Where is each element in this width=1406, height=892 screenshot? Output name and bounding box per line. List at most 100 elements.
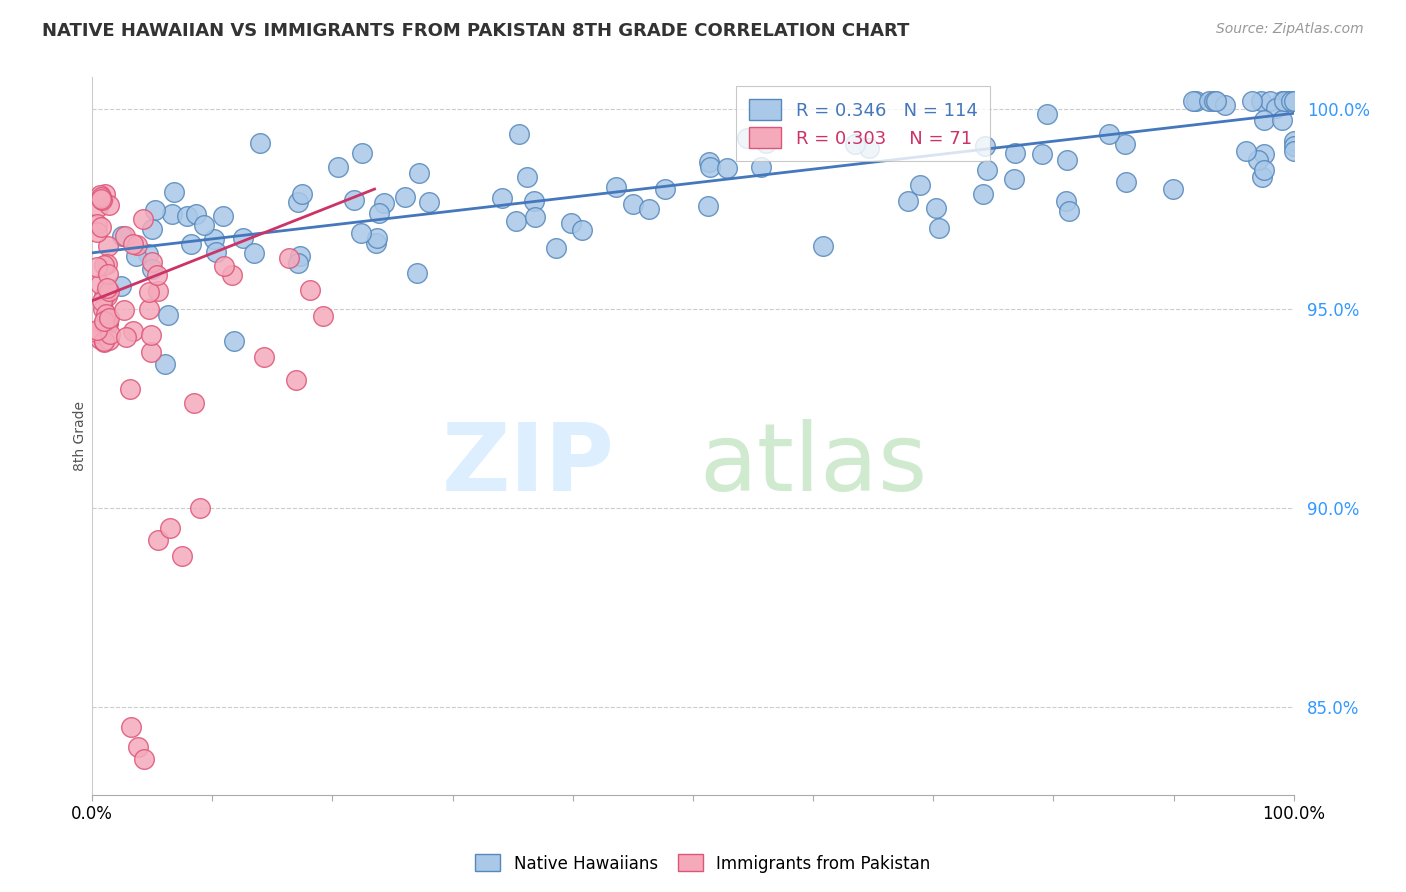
Point xyxy=(908,178,931,192)
Point xyxy=(84,325,107,339)
Point xyxy=(1240,95,1263,109)
Point xyxy=(735,131,758,145)
Point xyxy=(716,161,738,175)
Point xyxy=(523,194,546,208)
Point xyxy=(120,720,142,734)
Point xyxy=(1163,182,1185,196)
Point xyxy=(141,262,163,277)
Point xyxy=(90,219,112,234)
Point xyxy=(172,549,194,563)
Point xyxy=(98,326,121,341)
Point xyxy=(1004,146,1026,161)
Point xyxy=(136,247,159,261)
Point xyxy=(148,284,170,298)
Point xyxy=(89,332,111,346)
Point xyxy=(1115,175,1137,189)
Point xyxy=(180,236,202,251)
Point xyxy=(364,235,387,250)
Point xyxy=(114,228,136,243)
Point xyxy=(205,245,228,260)
Point xyxy=(163,185,186,199)
Point xyxy=(120,382,142,396)
Point xyxy=(148,533,170,547)
Point xyxy=(350,226,373,240)
Point xyxy=(1181,95,1204,109)
Point xyxy=(188,501,211,516)
Point xyxy=(132,752,155,766)
Point xyxy=(93,258,115,272)
Point xyxy=(111,229,134,244)
Point xyxy=(696,199,718,213)
Point xyxy=(1282,144,1305,158)
Point xyxy=(491,191,513,205)
Point xyxy=(1213,98,1236,112)
Point xyxy=(1056,153,1078,168)
Point xyxy=(373,196,395,211)
Point xyxy=(96,281,118,295)
Point xyxy=(755,136,778,151)
Point xyxy=(212,209,235,223)
Point xyxy=(1258,95,1281,109)
Point xyxy=(193,218,215,232)
Point xyxy=(97,316,120,330)
Point xyxy=(146,268,169,283)
Point xyxy=(1253,146,1275,161)
Point xyxy=(157,308,180,322)
Point xyxy=(98,311,121,326)
Point xyxy=(974,138,997,153)
Point xyxy=(605,179,627,194)
Point xyxy=(91,193,114,207)
Point xyxy=(91,302,114,317)
Point xyxy=(93,314,115,328)
Point xyxy=(1054,194,1077,208)
Point xyxy=(141,222,163,236)
Point xyxy=(811,239,834,253)
Point xyxy=(112,303,135,318)
Point xyxy=(222,334,245,348)
Point xyxy=(122,324,145,338)
Point xyxy=(621,197,644,211)
Legend: R = 0.346   N = 114, R = 0.303    N = 71: R = 0.346 N = 114, R = 0.303 N = 71 xyxy=(737,87,990,161)
Point xyxy=(141,327,163,342)
Point xyxy=(368,206,391,220)
Point xyxy=(897,194,920,208)
Point xyxy=(122,237,145,252)
Point xyxy=(405,266,427,280)
Point xyxy=(928,220,950,235)
Point xyxy=(87,200,110,214)
Point xyxy=(278,251,301,265)
Point xyxy=(96,289,118,303)
Point xyxy=(1247,153,1270,168)
Point xyxy=(243,245,266,260)
Point xyxy=(132,212,155,227)
Point xyxy=(141,255,163,269)
Point xyxy=(249,136,271,151)
Point xyxy=(1277,95,1299,109)
Point xyxy=(232,231,254,245)
Point xyxy=(972,187,994,202)
Point xyxy=(183,396,205,410)
Point xyxy=(654,182,676,196)
Point xyxy=(1264,101,1286,115)
Point xyxy=(94,187,117,202)
Point xyxy=(253,351,276,365)
Text: atlas: atlas xyxy=(699,419,927,511)
Point xyxy=(290,249,312,263)
Point xyxy=(1036,107,1059,121)
Point xyxy=(285,374,308,388)
Point xyxy=(505,213,527,227)
Point xyxy=(89,277,111,291)
Point xyxy=(110,279,132,293)
Point xyxy=(96,257,118,271)
Point xyxy=(326,161,349,175)
Point xyxy=(1057,203,1080,218)
Point xyxy=(1114,136,1136,151)
Point xyxy=(124,249,146,263)
Point xyxy=(97,267,120,281)
Legend: Native Hawaiians, Immigrants from Pakistan: Native Hawaiians, Immigrants from Pakist… xyxy=(468,847,938,880)
Point xyxy=(1031,146,1053,161)
Point xyxy=(699,160,721,174)
Point xyxy=(143,202,166,217)
Point xyxy=(516,169,538,184)
Point xyxy=(508,127,530,141)
